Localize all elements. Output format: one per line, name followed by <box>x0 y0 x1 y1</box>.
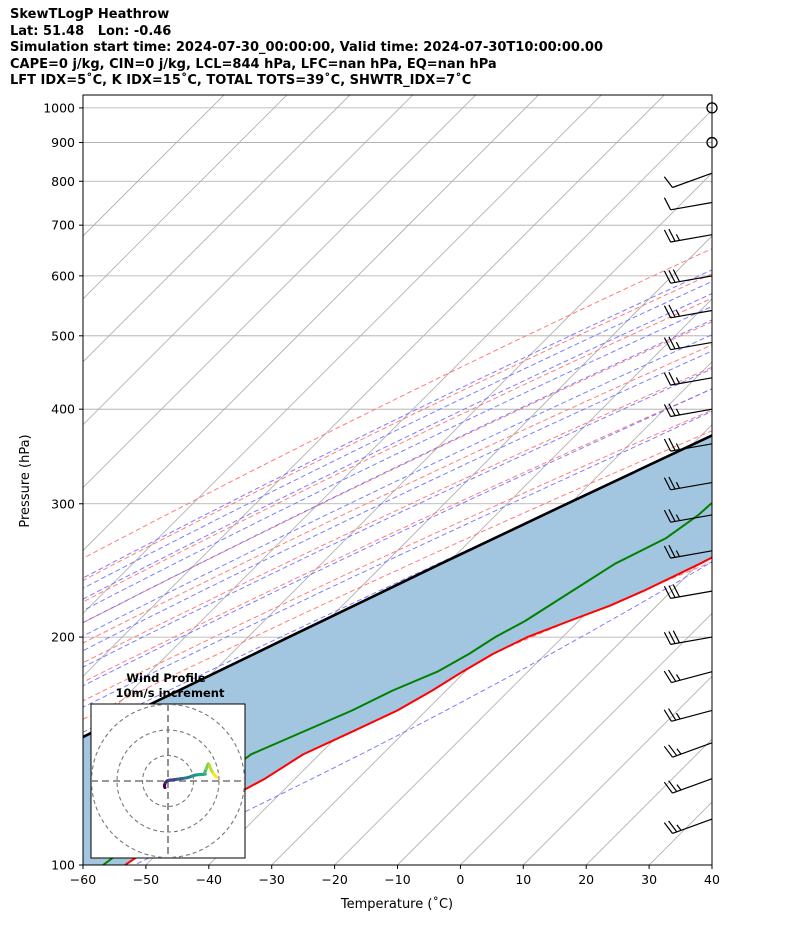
isotherm-line <box>83 95 225 237</box>
wind-barb <box>663 742 713 758</box>
wind-barb <box>663 708 713 722</box>
x-tick-label: 40 <box>704 872 720 887</box>
isotherm-line <box>459 612 712 865</box>
x-tick-label: −40 <box>196 872 222 887</box>
moist-adiabat-line <box>83 293 712 600</box>
isotherm-line <box>83 95 414 426</box>
x-tick-label: −50 <box>133 872 159 887</box>
chart-axes: −60 −50 −40 −30 −20 −10 0 10 20 30 40 1000 900 800 700… <box>43 100 720 887</box>
dry-adiabat-line <box>83 366 712 664</box>
hodograph-trace-segment <box>213 774 218 779</box>
hodograph-title: Wind Profile <box>126 671 206 685</box>
isotherm-line <box>396 549 712 865</box>
simulation-times: Simulation start time: 2024-07-30_00:00:… <box>10 40 603 55</box>
x-tick-label: −60 <box>70 872 96 887</box>
stability-parameters: CAPE=0 j/kg, CIN=0 j/kg, LCL=844 hPa, LF… <box>10 56 497 72</box>
wind-barb <box>663 778 713 794</box>
y-tick-label: 700 <box>51 218 75 233</box>
y-tick-label: 800 <box>51 174 75 189</box>
y-axis-label: Pressure (hPa) <box>18 434 33 527</box>
wind-barb <box>663 403 713 418</box>
x-tick-label: −30 <box>259 872 285 887</box>
wind-barb <box>663 437 713 452</box>
wind-barb <box>663 544 713 559</box>
isotherm-line <box>83 95 665 677</box>
dry-adiabat-line <box>83 430 712 720</box>
x-tick-label: 30 <box>641 872 657 887</box>
x-tick-label: 10 <box>515 872 531 887</box>
isotherm-line <box>522 675 712 865</box>
wind-barb <box>663 336 713 351</box>
x-tick-label: −10 <box>384 872 410 887</box>
dewpoint-profile-line <box>102 502 712 865</box>
wind-barb <box>663 371 713 386</box>
parcel-path-line <box>83 434 712 739</box>
wind-barb <box>663 228 713 243</box>
x-tick-label: 0 <box>456 872 464 887</box>
chart-title-block: SkewTLogP Heathrow Lat: 51.48 Lon: -0.46… <box>10 7 603 90</box>
isotherm-line <box>758 92 794 882</box>
isotherm-line <box>585 738 712 865</box>
moist-adiabat-line <box>83 280 712 589</box>
isotherm-line <box>83 95 288 300</box>
wind-barbs <box>663 102 718 834</box>
isotherm-line <box>83 95 351 363</box>
x-tick-label: −20 <box>321 872 347 887</box>
y-tick-label: 400 <box>51 402 75 417</box>
hodograph-inset: Wind Profile 10m/s increment <box>90 671 246 859</box>
calm-wind-circle <box>706 102 718 114</box>
isotherm-line <box>83 95 477 489</box>
x-tick-label: 20 <box>578 872 594 887</box>
y-tick-label: 100 <box>51 858 75 873</box>
y-tick-label: 500 <box>51 328 75 343</box>
moist-adiabat-line <box>83 334 712 637</box>
temperature-profile-line <box>124 556 712 865</box>
x-axis-label: Temperature (˚C) <box>340 896 453 912</box>
dry-adiabat-line <box>83 273 712 581</box>
y-tick-label: 900 <box>51 135 75 150</box>
chart-title: SkewTLogP Heathrow <box>10 7 170 22</box>
wind-barb <box>663 304 713 319</box>
y-tick-label: 1000 <box>43 100 75 115</box>
wind-barb <box>663 818 713 834</box>
station-location: Lat: 51.48 Lon: -0.46 <box>10 23 172 39</box>
stability-indices: LFT IDX=5˚C, K IDX=15˚C, TOTAL TOTS=39˚C… <box>10 73 472 88</box>
isotherm-line <box>83 95 540 552</box>
wind-barb <box>663 172 713 189</box>
wind-barb <box>663 509 713 523</box>
y-tick-label: 200 <box>51 630 75 645</box>
isotherm-line <box>334 487 712 865</box>
moist-adiabat-line <box>83 269 712 579</box>
dry-adiabat-line <box>83 409 712 702</box>
isotherm-line <box>83 109 712 740</box>
wind-barb <box>663 630 713 645</box>
wind-barb <box>663 584 713 599</box>
isotherm-line <box>83 95 602 614</box>
isotherm-line <box>208 361 712 865</box>
hodograph-subtitle: 10m/s increment <box>116 686 225 700</box>
wind-barb <box>663 669 713 684</box>
y-tick-label: 600 <box>51 268 75 283</box>
mixing-ratio-line <box>786 92 794 287</box>
moist-adiabat-line <box>83 410 712 708</box>
y-tick-label: 300 <box>51 496 75 511</box>
wind-barb <box>663 476 713 491</box>
dry-adiabat-line <box>83 321 712 624</box>
wind-barb <box>663 197 713 211</box>
calm-wind-circle <box>706 136 718 149</box>
wind-barb <box>663 269 713 284</box>
